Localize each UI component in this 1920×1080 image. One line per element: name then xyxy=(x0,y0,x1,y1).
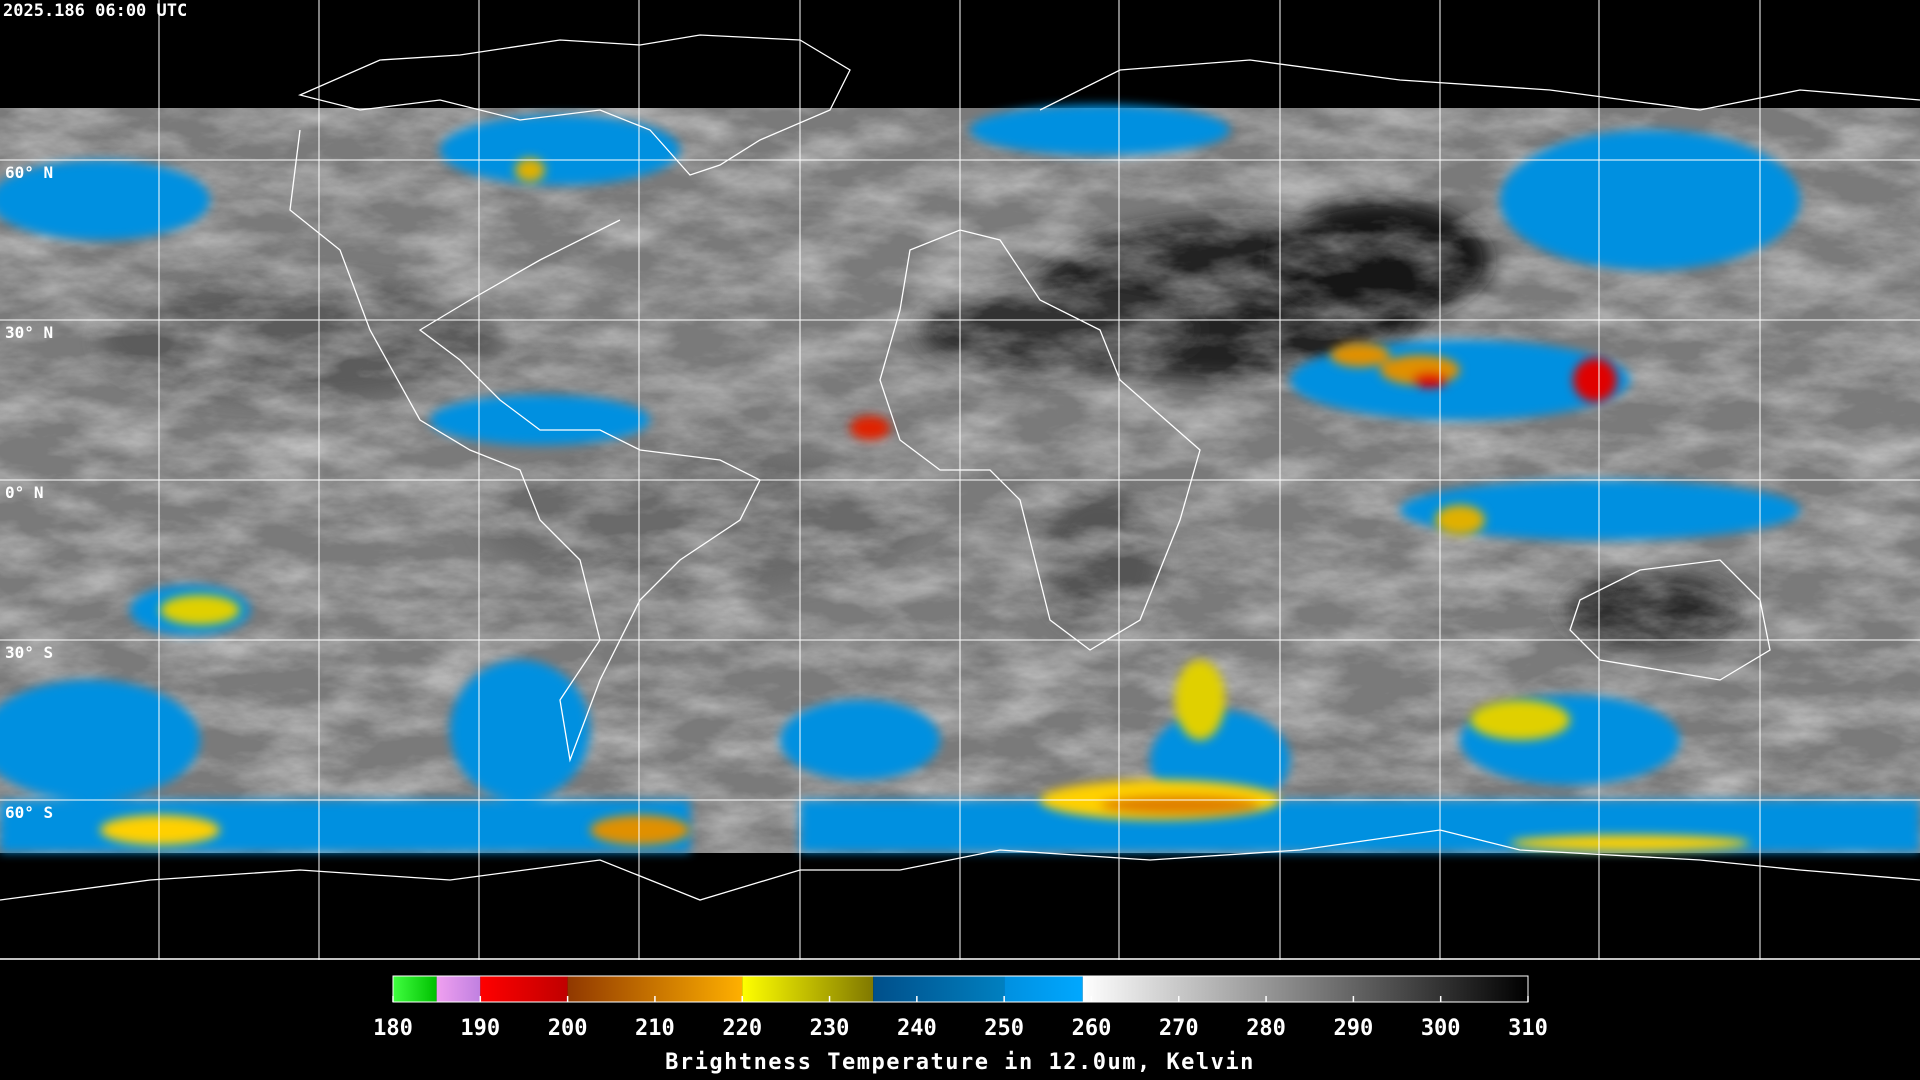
tick-label: 190 xyxy=(460,1016,500,1041)
colorbar: 180 190 200 210 220 230 240 250 260 270 280 290 300 3… xyxy=(373,975,1548,1041)
coastlines xyxy=(0,34,1920,901)
tick-label: 220 xyxy=(722,1016,762,1041)
lat-label: 30° S xyxy=(5,643,53,662)
colorbar-segment xyxy=(436,976,481,1002)
tick-label: 200 xyxy=(548,1016,588,1041)
colorbar-segment xyxy=(742,976,874,1002)
lat-label: 30° N xyxy=(5,323,53,342)
tick-label: 230 xyxy=(810,1016,850,1041)
colorbar-frame xyxy=(392,975,1529,1003)
colorbar-segment xyxy=(1004,976,1083,1002)
tick-label: 260 xyxy=(1072,1016,1112,1041)
tick-label: 240 xyxy=(897,1016,937,1041)
lat-label: 60° N xyxy=(5,163,53,182)
colorbar-segment xyxy=(1082,976,1528,1002)
graticule xyxy=(0,0,1920,960)
timestamp: 2025.186 06:00 UTC xyxy=(3,1,187,21)
lat-label: 0° N xyxy=(5,483,44,502)
tick-label: 310 xyxy=(1508,1016,1548,1041)
tick-label: 290 xyxy=(1334,1016,1374,1041)
colorbar-label: Brightness Temperature in 12.0um, Kelvin xyxy=(665,1050,1255,1075)
tick-label: 250 xyxy=(984,1016,1024,1041)
tick-label: 210 xyxy=(635,1016,675,1041)
tick-label: 180 xyxy=(373,1016,413,1041)
tick-label: 280 xyxy=(1246,1016,1286,1041)
colorbar-segment xyxy=(873,976,1005,1002)
colorbar-segment xyxy=(480,976,568,1002)
colorbar-segment xyxy=(393,976,437,1002)
tick-label: 300 xyxy=(1421,1016,1461,1041)
cold-cloud-tops xyxy=(0,105,1920,852)
lat-label: 60° S xyxy=(5,803,53,822)
tick-label: 270 xyxy=(1159,1016,1199,1041)
